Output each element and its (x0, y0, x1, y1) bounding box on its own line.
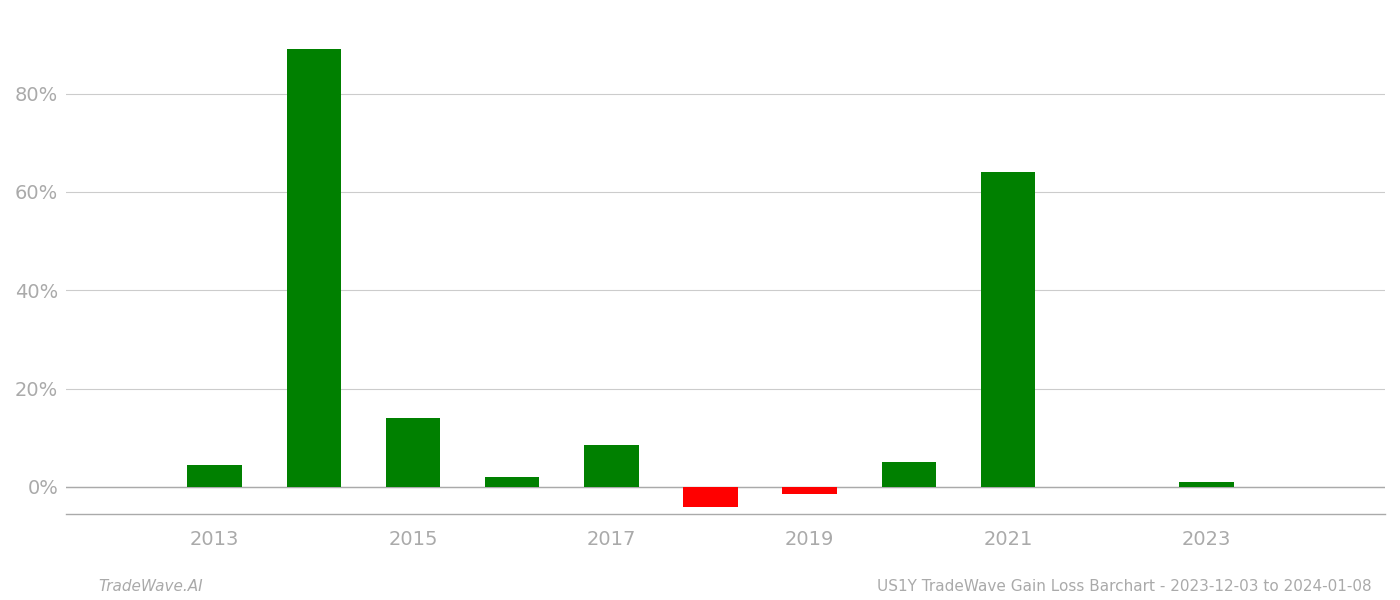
Text: US1Y TradeWave Gain Loss Barchart - 2023-12-03 to 2024-01-08: US1Y TradeWave Gain Loss Barchart - 2023… (878, 579, 1372, 594)
Bar (1179, 482, 1233, 487)
Bar (882, 463, 937, 487)
Bar (386, 418, 440, 487)
Text: TradeWave.AI: TradeWave.AI (98, 579, 203, 594)
Bar (981, 172, 1036, 487)
Bar (584, 445, 638, 487)
Bar (287, 49, 342, 487)
Bar (484, 477, 539, 487)
Bar (683, 487, 738, 506)
Bar (783, 487, 837, 494)
Bar (188, 465, 242, 487)
